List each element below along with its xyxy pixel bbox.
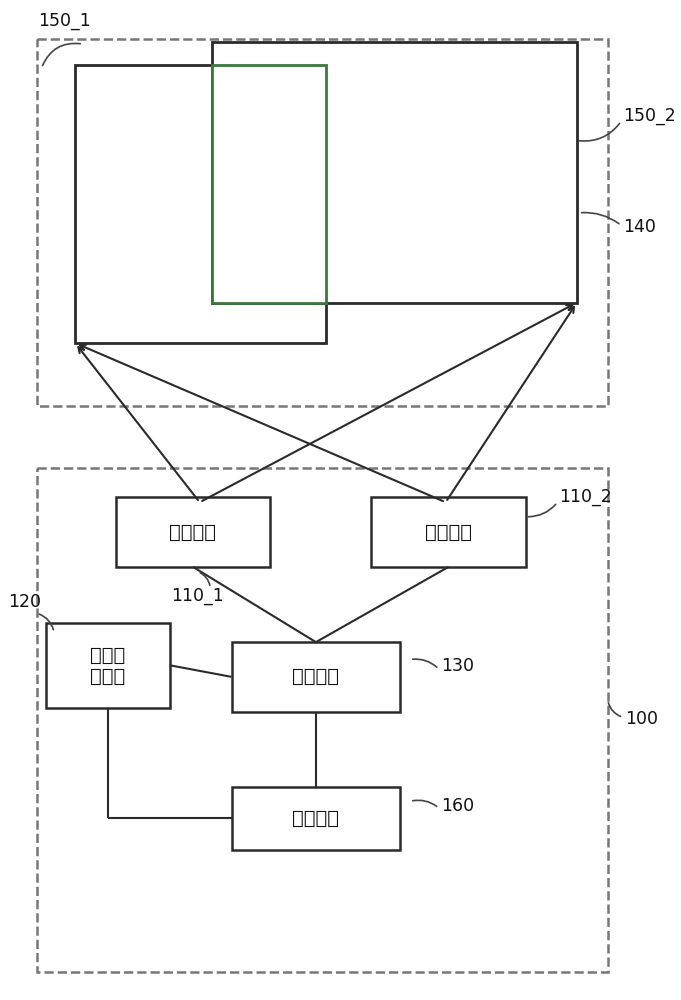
Text: 160: 160	[441, 797, 474, 815]
Text: 拼接装置: 拼接装置	[292, 667, 339, 686]
Text: 120: 120	[9, 593, 42, 611]
Text: 110_1: 110_1	[172, 587, 224, 605]
Bar	[37, 468, 607, 972]
Bar	[212, 65, 326, 303]
Bar	[371, 497, 526, 567]
Text: 150_2: 150_2	[623, 107, 676, 125]
Text: 140: 140	[623, 218, 656, 236]
Text: 150_1: 150_1	[39, 12, 91, 30]
Text: 画面截: 画面截	[91, 646, 126, 665]
Bar	[116, 497, 270, 567]
Bar	[232, 787, 400, 850]
Bar	[232, 642, 400, 712]
Bar	[75, 65, 326, 343]
Bar	[46, 623, 170, 708]
Bar	[37, 39, 607, 406]
Text: 100: 100	[625, 710, 658, 728]
Text: 130: 130	[441, 657, 474, 675]
Bar	[212, 42, 577, 303]
Text: 投影装置: 投影装置	[170, 523, 217, 542]
Text: 110_2: 110_2	[560, 488, 612, 506]
Text: 计算装置: 计算装置	[292, 809, 339, 828]
Text: 投影装置: 投影装置	[425, 523, 472, 542]
Text: 取装置: 取装置	[91, 667, 126, 686]
